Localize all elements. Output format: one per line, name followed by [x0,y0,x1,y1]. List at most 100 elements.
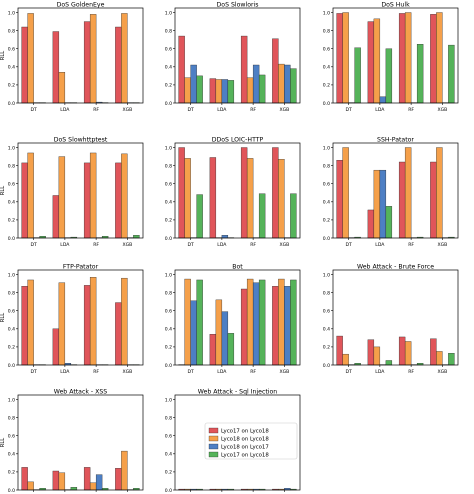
bar-lda-series-3 [221,235,229,239]
bar-rf-series-1 [83,467,91,491]
panel-dos-hulk: DoS Hulk 0.0 0.2 0.4 0.6 0.8 1.0 DT LDA RF XGB [323,2,459,113]
bar-lda-series-2 [373,169,381,239]
bar-dt-series-4 [196,194,203,239]
panel-frame [174,269,301,366]
bar-rf-series-2 [404,341,412,366]
y-tick-label: 1.0 [8,397,15,403]
panel-title: FTP-Patator [63,264,99,271]
panel-frame [174,394,301,491]
bar-rf-series-4 [258,193,266,239]
bar-rf-series-3 [252,282,260,366]
bar-rf-series-1 [398,161,406,239]
legend-swatch [208,427,219,434]
y-tick-label: 0.4 [165,452,172,458]
y-tick-label: 0.0 [8,488,15,494]
bar-lda-series-1 [367,209,375,239]
y-tick-label: 1.0 [8,272,15,278]
legend-label: Lyco18 on Lyco18 [221,437,269,443]
bar-dt-series-1 [178,35,185,104]
bar-dt-series-1 [336,160,343,239]
y-tick-label: 0.6 [165,182,172,188]
panel-ftp-patator: FTP-Patator 0.0 0.2 0.4 0.6 0.8 1.0 RLL DT LDA RF X… [0,264,144,375]
x-tick-label: LDA [375,242,385,248]
y-tick-label: 1.0 [323,145,330,151]
bar-rf-series-1 [83,162,91,239]
bar-dt-series-4 [354,47,361,104]
bar-dt-series-1 [336,335,343,366]
bar-dt-series-3 [190,300,197,366]
x-tick-label: LDA [217,242,227,248]
bar-lda-series-2 [373,18,381,104]
bar-lda-series-1 [367,339,375,366]
y-tick-label: 0.2 [8,470,15,476]
y-tick-label: 1.0 [165,145,172,151]
bar-rf-series-2 [246,278,254,366]
bar-lda-series-1 [52,328,60,366]
y-tick-label: 0.6 [323,47,330,53]
bar-lda-series-1 [367,21,375,104]
y-axis-label: RLL [0,438,6,447]
x-tick-label: RF [408,369,414,375]
bar-lda-series-4 [385,360,393,366]
bar-xgb-series-2 [121,13,128,104]
bar-xgb-series-1 [115,468,122,491]
x-tick-label: LDA [60,107,70,113]
y-tick-label: 0.0 [323,236,330,242]
y-tick-label: 0.6 [8,309,15,315]
y-tick-label: 0.6 [323,309,330,315]
bar-rf-series-4 [258,74,266,104]
bar-xgb-series-4 [448,44,455,104]
legend-swatch [208,435,219,442]
y-tick-label: 0.0 [8,101,15,107]
panel-title: DoS Hulk [381,2,410,9]
bar-xgb-series-2 [436,147,443,239]
bar-dt-series-2 [27,481,34,491]
bar-xgb-series-2 [121,153,128,239]
bar-rf-series-4 [416,44,424,104]
bar-xgb-series-2 [278,63,285,104]
y-tick-label: 0.8 [8,163,15,169]
y-tick-label: 0.0 [165,236,172,242]
y-tick-label: 0.6 [323,182,330,188]
bar-xgb-series-1 [115,26,122,104]
bar-lda-series-2 [215,299,223,366]
x-tick-label: XGB [437,242,447,248]
panel-title: SSH-Patator [377,137,414,144]
y-tick-label: 0.4 [165,200,172,206]
x-tick-label: RF [93,242,99,248]
panel-frame [174,7,301,104]
bar-xgb-series-4 [290,68,297,104]
bar-lda-series-2 [58,156,66,239]
bar-xgb-series-4 [290,193,297,239]
bar-lda-series-1 [52,31,60,104]
y-tick-label: 0.4 [8,200,15,206]
y-tick-label: 0.6 [165,47,172,53]
bar-dt-series-2 [27,13,34,104]
x-tick-label: DT [345,242,352,248]
panel-title: Web Attack - Brute Force [357,264,434,271]
y-tick-label: 0.0 [8,236,15,242]
x-tick-label: DT [30,242,37,248]
y-tick-label: 0.2 [8,345,15,351]
bar-lda-series-1 [209,157,217,239]
y-tick-label: 1.0 [165,10,172,16]
bar-lda-series-2 [58,472,66,491]
y-tick-label: 0.0 [165,101,172,107]
bar-xgb-series-1 [430,14,437,104]
y-tick-label: 0.4 [165,327,172,333]
bar-lda-series-4 [227,80,235,104]
bar-xgb-series-2 [121,450,128,491]
y-tick-label: 0.8 [165,28,172,34]
x-tick-label: DT [187,242,194,248]
y-tick-label: 0.8 [8,415,15,421]
bar-xgb-series-1 [272,286,279,366]
bar-rf-series-1 [240,288,248,366]
panel-title: DDoS LOIC-HTTP [212,137,264,144]
legend-swatch [208,443,219,450]
x-tick-label: RF [408,242,414,248]
x-tick-label: XGB [122,107,132,113]
bar-dt-series-1 [21,467,28,491]
x-tick-label: XGB [279,369,289,375]
